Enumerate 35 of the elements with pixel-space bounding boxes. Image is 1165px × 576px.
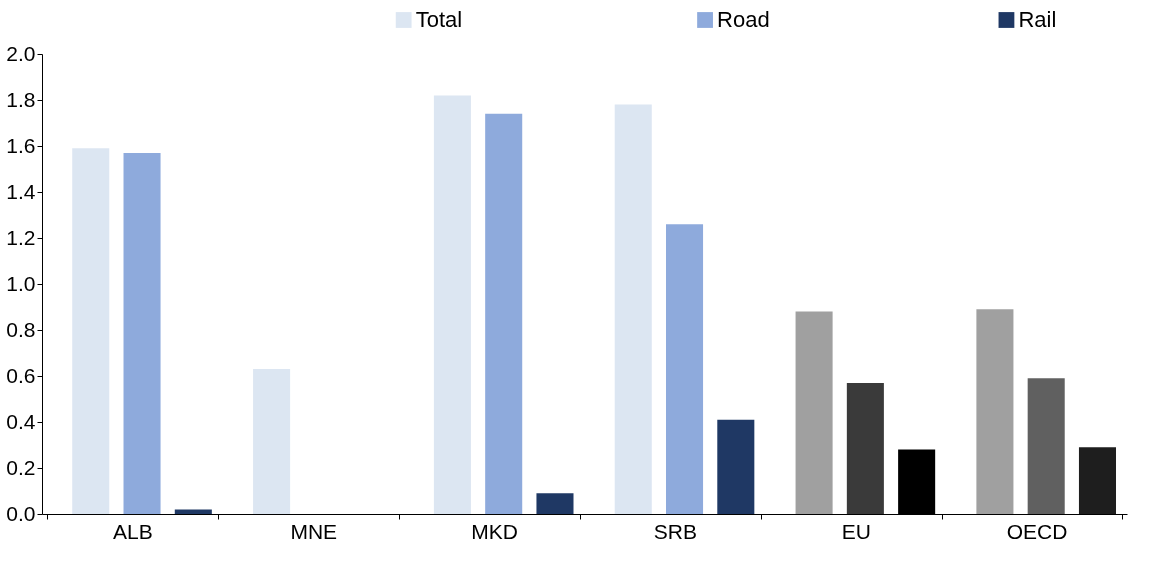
y-tick-label: 0.8 <box>6 317 36 341</box>
bar <box>174 509 212 514</box>
bar <box>976 309 1014 514</box>
bar <box>433 95 471 514</box>
x-tick-label: MNE <box>290 519 338 543</box>
bar <box>666 224 704 514</box>
y-tick-label: 2.0 <box>6 41 36 65</box>
y-tick-label: 0.0 <box>6 501 36 525</box>
y-tick-label: 1.8 <box>6 87 36 111</box>
bar <box>536 493 574 514</box>
x-tick-label: EU <box>841 519 871 543</box>
legend-label: Road <box>717 7 770 32</box>
y-tick-label: 0.2 <box>6 455 36 479</box>
x-tick-label: ALB <box>113 519 153 543</box>
y-tick-label: 0.6 <box>6 363 36 387</box>
y-tick-label: 0.4 <box>6 409 36 433</box>
bar <box>1078 447 1116 514</box>
legend-label: Rail <box>1018 7 1057 32</box>
y-tick-label: 1.0 <box>6 271 36 295</box>
bar <box>614 104 652 514</box>
bar <box>72 148 110 514</box>
y-tick-label: 1.6 <box>6 133 36 157</box>
bar <box>485 113 523 514</box>
x-tick-label: SRB <box>653 519 698 543</box>
bar <box>123 152 161 514</box>
y-tick-label: 1.2 <box>6 225 36 249</box>
legend-label: Total <box>415 7 463 32</box>
x-tick-label: MKD <box>471 519 518 543</box>
y-tick-label: 1.4 <box>6 179 36 203</box>
bar <box>1027 378 1065 514</box>
bar <box>717 419 755 514</box>
bar <box>795 311 833 514</box>
bar <box>253 369 291 514</box>
bar <box>846 382 884 514</box>
x-tick-label: OECD <box>1006 519 1068 543</box>
